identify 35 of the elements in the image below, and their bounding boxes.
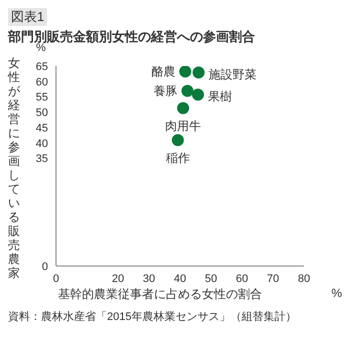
x-tick-label: 40: [174, 272, 186, 285]
data-label: 果樹: [208, 90, 232, 104]
text: 女性が経営に参画している販売農家: [8, 56, 20, 280]
point: [192, 66, 205, 78]
point: [177, 102, 190, 114]
text: %: [36, 42, 46, 54]
data-label: 養豚: [153, 84, 178, 98]
x-tick-label: 70: [266, 272, 280, 285]
data-label: 酪農: [151, 64, 176, 79]
y-tick-label: 45: [36, 122, 48, 134]
y-tick-label: 40: [36, 138, 48, 150]
y-tick-label: 0: [42, 260, 48, 273]
text: %: [331, 286, 342, 302]
chart-title: 図表1: [8, 8, 48, 26]
x-tick-label: 60: [236, 272, 248, 285]
point: [179, 66, 192, 78]
y-tick-label: 65: [36, 60, 48, 73]
point: [192, 88, 204, 101]
x-axis-title: 基幹的農業従事者に占める女性の割合: [58, 286, 262, 303]
text: 資料：農林水産省「2015年農林業センサス」（組替集計）: [8, 310, 298, 324]
chart-subtitle: 部門別販売金額別女性の経営への参画割合: [8, 28, 256, 44]
x-tick-label: 20: [112, 272, 124, 285]
x-tick-label: 30: [142, 272, 156, 285]
data-label: 肉用牛: [165, 119, 202, 134]
data-label: 施設野菜: [208, 67, 257, 82]
x-tick-label: 80: [298, 272, 310, 285]
y-tick-label: 50: [36, 107, 48, 120]
x-tick-label: 50: [204, 272, 218, 285]
x-tick-label: 0: [52, 272, 60, 285]
point: [172, 134, 184, 146]
data-label: 稲作: [166, 151, 190, 166]
y-tick-label: 35: [36, 153, 48, 166]
y-tick-label: 60: [36, 76, 48, 88]
y-tick-label: 55: [36, 92, 48, 104]
point: [181, 84, 194, 97]
